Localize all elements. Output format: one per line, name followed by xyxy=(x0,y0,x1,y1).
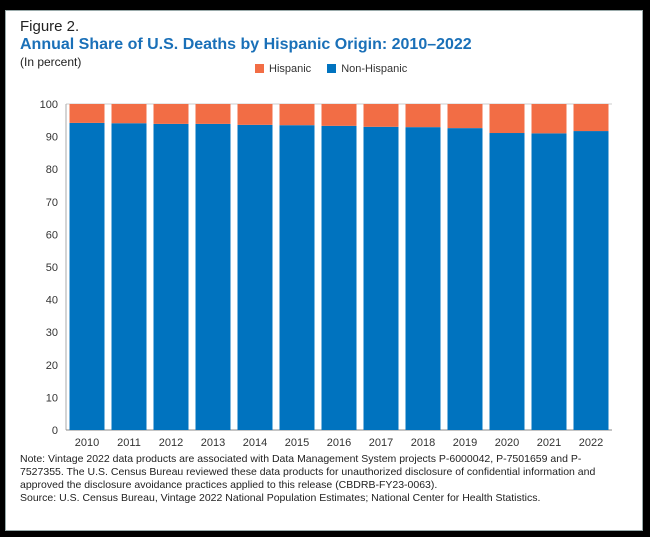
x-tick-label: 2011 xyxy=(117,437,141,449)
y-tick-label: 70 xyxy=(46,197,58,209)
bar-non-hispanic-2011 xyxy=(111,123,147,430)
bar-non-hispanic-2013 xyxy=(195,123,231,431)
y-tick-label: 40 xyxy=(46,295,58,307)
bar-non-hispanic-2022 xyxy=(573,131,609,431)
x-tick-label: 2017 xyxy=(369,437,393,449)
legend-swatch-non-hispanic xyxy=(327,64,337,73)
bar-hispanic-2017 xyxy=(363,104,399,127)
x-tick-label: 2022 xyxy=(579,437,603,449)
bar-hispanic-2011 xyxy=(111,104,147,124)
x-tick-label: 2020 xyxy=(495,437,519,449)
bar-hispanic-2014 xyxy=(237,104,273,125)
legend-item-non-hispanic: Non-Hispanic xyxy=(327,63,407,75)
bar-hispanic-2016 xyxy=(321,104,357,126)
y-tick-label: 60 xyxy=(46,229,58,241)
bar-hispanic-2015 xyxy=(279,104,315,126)
x-tick-label: 2021 xyxy=(537,437,561,449)
legend-item-hispanic: Hispanic xyxy=(255,63,311,75)
x-tick-label: 2012 xyxy=(159,437,183,449)
legend: Hispanic Non-Hispanic xyxy=(255,63,407,75)
x-tick-label: 2010 xyxy=(75,437,99,449)
y-tick-label: 30 xyxy=(46,327,58,339)
bar-non-hispanic-2017 xyxy=(363,126,399,430)
x-tick-label: 2016 xyxy=(327,437,351,449)
y-tick-label: 90 xyxy=(46,132,58,144)
chart-title: Annual Share of U.S. Deaths by Hispanic … xyxy=(20,36,472,53)
bar-non-hispanic-2010 xyxy=(69,122,105,431)
chart-notes: Note: Vintage 2022 data products are ass… xyxy=(20,453,620,505)
bar-hispanic-2021 xyxy=(531,104,567,134)
y-tick-label: 10 xyxy=(46,392,58,404)
y-tick-label: 100 xyxy=(40,99,58,111)
bar-non-hispanic-2020 xyxy=(489,133,525,430)
chart-subtitle: (In percent) xyxy=(20,55,82,69)
y-tick-label: 50 xyxy=(46,262,58,274)
y-tick-label: 20 xyxy=(46,360,58,372)
bar-hispanic-2013 xyxy=(195,104,231,124)
x-tick-label: 2015 xyxy=(285,437,309,449)
x-tick-label: 2018 xyxy=(411,437,435,449)
bar-non-hispanic-2021 xyxy=(531,133,567,430)
bar-hispanic-2012 xyxy=(153,104,189,124)
bar-hispanic-2019 xyxy=(447,104,483,129)
x-tick-label: 2019 xyxy=(453,437,477,449)
note-text: Note: Vintage 2022 data products are ass… xyxy=(20,453,596,491)
bar-non-hispanic-2018 xyxy=(405,127,441,430)
legend-swatch-hispanic xyxy=(255,64,264,73)
bar-hispanic-2020 xyxy=(489,104,525,134)
bar-non-hispanic-2016 xyxy=(321,125,357,430)
bar-non-hispanic-2012 xyxy=(153,123,189,431)
bar-hispanic-2022 xyxy=(573,104,609,132)
x-tick-label: 2013 xyxy=(201,437,225,449)
bar-hispanic-2018 xyxy=(405,104,441,128)
bar-hispanic-2010 xyxy=(69,104,105,123)
x-tick-label: 2014 xyxy=(243,437,267,449)
bar-non-hispanic-2019 xyxy=(447,128,483,430)
y-tick-label: 80 xyxy=(46,164,58,176)
y-tick-label: 0 xyxy=(52,425,58,437)
source-text: Source: U.S. Census Bureau, Vintage 2022… xyxy=(20,492,541,504)
figure-label: Figure 2. xyxy=(20,18,80,35)
bar-non-hispanic-2015 xyxy=(279,125,315,430)
bar-non-hispanic-2014 xyxy=(237,124,273,430)
